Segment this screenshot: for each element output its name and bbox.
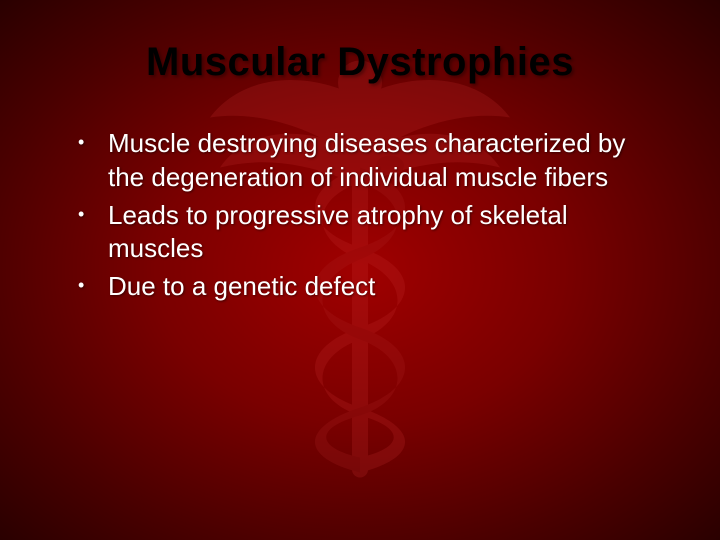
bullet-list: Muscle destroying diseases characterized… (60, 127, 660, 304)
list-item: Due to a genetic defect (68, 270, 660, 304)
list-item: Muscle destroying diseases characterized… (68, 127, 660, 195)
list-item: Leads to progressive atrophy of skeletal… (68, 199, 660, 267)
slide-title: Muscular Dystrophies (60, 40, 660, 85)
slide-content: Muscular Dystrophies Muscle destroying d… (0, 0, 720, 304)
